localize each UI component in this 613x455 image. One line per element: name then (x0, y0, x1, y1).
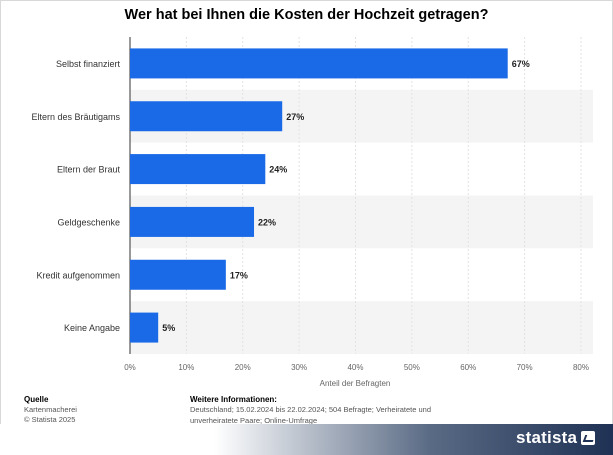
value-label: 22% (258, 217, 276, 227)
value-label: 17% (230, 270, 248, 280)
bar (130, 48, 508, 79)
info-text: Deutschland; 15.02.2024 bis 22.02.2024; … (190, 405, 432, 425)
bar (130, 312, 159, 343)
x-tick-label: 40% (347, 363, 363, 372)
bar (130, 154, 266, 185)
bar (130, 259, 226, 290)
category-label: Eltern der Braut (57, 165, 121, 175)
footer-bar (0, 424, 613, 455)
bar (130, 206, 255, 237)
source-heading: Quelle (24, 395, 49, 404)
category-label: Selbst finanziert (56, 59, 121, 69)
source-line-2: © Statista 2025 (24, 415, 76, 424)
x-tick-label: 30% (291, 363, 307, 372)
x-tick-label: 10% (178, 363, 194, 372)
value-label: 5% (162, 323, 175, 333)
x-tick-label: 20% (235, 363, 251, 372)
x-tick-label: 60% (460, 363, 476, 372)
value-label: 27% (286, 112, 304, 122)
x-axis-label: Anteil der Befragten (320, 379, 391, 388)
x-tick-label: 50% (404, 363, 420, 372)
bar (130, 101, 283, 132)
category-label: Geldgeschenke (57, 217, 120, 227)
x-tick-label: 80% (573, 363, 589, 372)
x-tick-label: 70% (517, 363, 533, 372)
category-label: Kredit aufgenommen (36, 270, 120, 280)
value-label: 24% (269, 165, 287, 175)
statista-logo[interactable]: statista (516, 427, 596, 449)
logo-mark-icon (581, 431, 596, 445)
chart-title: Wer hat bei Ihnen die Kosten der Hochzei… (124, 7, 489, 23)
info-heading: Weitere Informationen: (190, 395, 277, 404)
category-label: Keine Angabe (64, 323, 120, 333)
x-tick-label: 0% (124, 363, 136, 372)
value-label: 67% (512, 59, 530, 69)
logo-text: statista (516, 428, 578, 447)
source-line-1: Kartenmacherei (24, 405, 77, 414)
row-stripe (130, 301, 593, 354)
category-label: Eltern des Bräutigams (31, 112, 120, 122)
